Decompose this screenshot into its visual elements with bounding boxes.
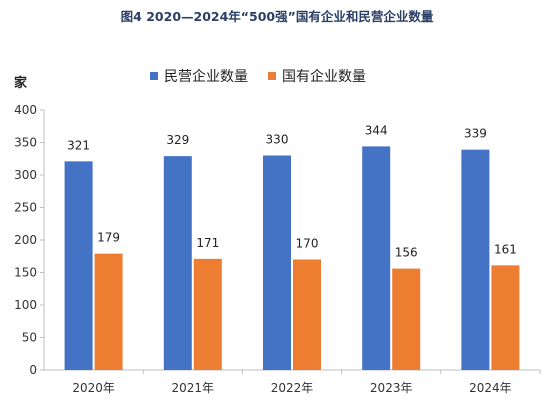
bar-private bbox=[362, 146, 391, 370]
legend-label-state: 国有企业数量 bbox=[282, 69, 366, 85]
data-label-private: 339 bbox=[464, 127, 487, 141]
bar-state bbox=[193, 258, 222, 370]
y-axis-unit-label: 家 bbox=[14, 76, 28, 91]
x-tick-label: 2021年 bbox=[172, 381, 215, 395]
data-label-private: 330 bbox=[266, 133, 289, 147]
legend-label-private: 民营企业数量 bbox=[164, 69, 248, 85]
y-tick-label: 150 bbox=[14, 266, 37, 280]
y-tick-label: 100 bbox=[14, 298, 37, 312]
bar-state bbox=[392, 268, 421, 370]
x-tick-label: 2024年 bbox=[469, 381, 512, 395]
data-label-state: 170 bbox=[296, 237, 319, 251]
data-label-private: 321 bbox=[67, 138, 90, 152]
bar-private bbox=[64, 161, 93, 370]
legend-swatch-state bbox=[268, 72, 276, 80]
y-tick-label: 300 bbox=[14, 168, 37, 182]
legend-item-state: 国有企业数量 bbox=[268, 66, 366, 86]
y-tick-label: 0 bbox=[29, 363, 37, 377]
data-label-private: 329 bbox=[166, 133, 189, 147]
y-tick-label: 250 bbox=[14, 201, 37, 215]
legend-swatch-private bbox=[150, 72, 158, 80]
x-tick-label: 2023年 bbox=[370, 381, 413, 395]
legend-item-private: 民营企业数量 bbox=[150, 66, 248, 86]
y-tick-label: 50 bbox=[22, 331, 37, 345]
y-tick-label: 200 bbox=[14, 233, 37, 247]
data-label-state: 179 bbox=[97, 231, 120, 245]
bar-state bbox=[293, 259, 321, 370]
chart-title: 图4 2020—2024年“500强”国有企业和民营企业数量 bbox=[120, 9, 434, 24]
data-label-state: 161 bbox=[494, 242, 517, 256]
legend: 民营企业数量 国有企业数量 bbox=[150, 66, 386, 86]
data-label-state: 171 bbox=[196, 236, 219, 250]
bar-private bbox=[163, 156, 192, 370]
x-tick-label: 2022年 bbox=[271, 381, 314, 395]
bar-state bbox=[94, 253, 123, 370]
x-tick-label: 2020年 bbox=[72, 381, 115, 395]
bar-private bbox=[263, 155, 291, 370]
bar-private bbox=[461, 149, 490, 370]
bar-state bbox=[491, 265, 520, 370]
data-label-private: 344 bbox=[365, 123, 388, 137]
data-label-state: 156 bbox=[395, 246, 418, 260]
y-tick-label: 400 bbox=[14, 103, 37, 117]
y-tick-label: 350 bbox=[14, 136, 37, 150]
